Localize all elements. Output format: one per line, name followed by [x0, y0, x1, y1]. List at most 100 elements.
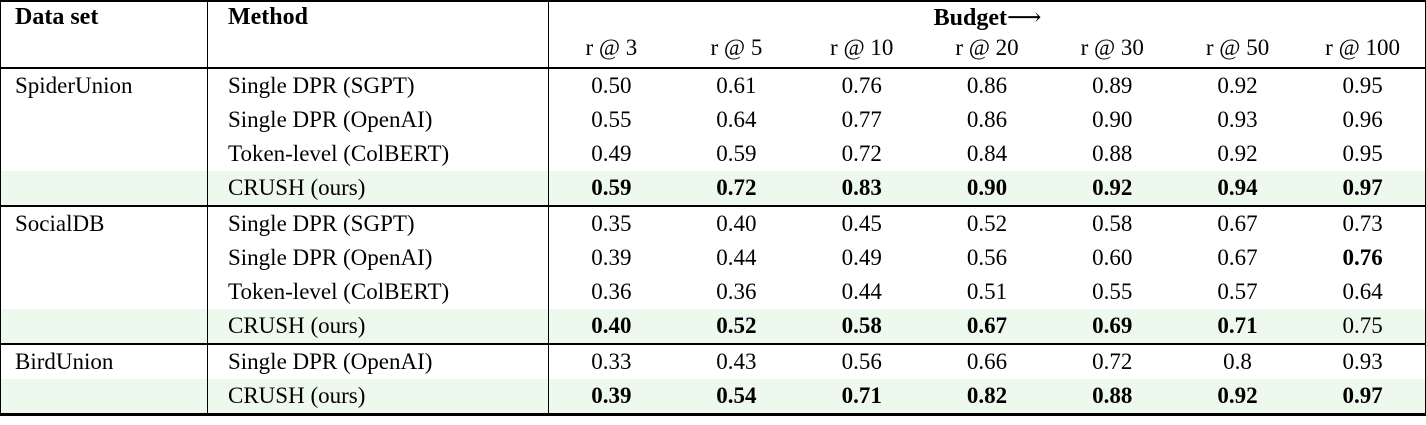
dataset-spacer-cell — [0, 137, 208, 171]
value-cell: 0.90 — [1092, 107, 1133, 132]
header-row-budget-levels: r @ 3 r @ 5 r @ 10 r @ 20 r @ 30 r @ 50 … — [1, 32, 1426, 69]
value-cell: 0.72 — [1049, 343, 1175, 379]
value-cell: 0.67 — [1217, 245, 1258, 270]
value-cell: 0.92 — [1049, 171, 1175, 206]
dataset-name-cell: BirdUnion — [0, 343, 208, 379]
dataset-spacer-cell — [0, 241, 208, 275]
header-dataset: Data set — [0, 1, 208, 69]
value-cell: 0.36 — [591, 279, 632, 304]
value-cell: 0.56 — [799, 343, 925, 379]
value-cell: 0.39 — [548, 379, 674, 415]
value-cell: 0.88 — [1049, 379, 1175, 415]
value-cell: 0.64 — [1342, 279, 1383, 304]
dataset-spacer-cell — [0, 309, 208, 344]
value-cell: 0.39 — [591, 245, 632, 270]
value-cell: 0.40 — [673, 205, 800, 241]
header-r-at-20: r @ 20 — [924, 32, 1050, 69]
value-cell: 0.66 — [924, 343, 1050, 379]
method-cell: Token-level (ColBERT) — [207, 275, 549, 309]
value-cell: 0.58 — [799, 309, 925, 344]
table-row: Single DPR (OpenAI) 0.39 0.44 0.49 0.56 0.60 0… — [0, 241, 1426, 275]
dataset-spacer-cell — [0, 171, 208, 206]
header-budget: Budget⟶ — [549, 1, 1426, 32]
value-cell: 0.35 — [548, 205, 674, 241]
value-cell: 0.75 — [1300, 309, 1426, 344]
value-cell: 0.93 — [1217, 107, 1258, 132]
table-row: Token-level (ColBERT) 0.36 0.36 0.44 0.51 0.5… — [0, 275, 1426, 309]
value-cell: 0.50 — [591, 73, 632, 98]
table-row: Token-level (ColBERT) 0.49 0.59 0.72 0.84 0.8… — [0, 137, 1426, 171]
value-cell: 0.86 — [966, 73, 1008, 98]
table-row: CRUSH (ours) 0.39 0.54 0.71 0.82 0.88 0.92 0.97 — [0, 379, 1426, 415]
value-cell: 0.96 — [1342, 107, 1383, 132]
method-cell: CRUSH (ours) — [207, 379, 549, 415]
table-row: Single DPR (OpenAI) 0.55 0.64 0.77 0.86 0.90 0… — [0, 103, 1426, 137]
value-cell: 0.77 — [841, 107, 882, 132]
results-table-body: SpiderUnion Single DPR (SGPT) 0.50 0.61 0.76… — [0, 68, 1426, 415]
value-cell: 0.44 — [841, 279, 882, 304]
header-r-at-5: r @ 5 — [673, 32, 800, 69]
value-cell: 0.67 — [924, 309, 1050, 344]
method-cell: CRUSH (ours) — [207, 171, 549, 206]
value-cell: 0.71 — [1174, 309, 1301, 344]
value-cell: 0.95 — [1342, 73, 1383, 98]
value-cell: 0.95 — [1342, 141, 1383, 166]
dataset-name-cell: SpiderUnion — [0, 68, 208, 103]
header-r-at-100: r @ 100 — [1300, 32, 1426, 69]
value-cell: 0.57 — [1217, 279, 1258, 304]
table-row: CRUSH (ours) 0.40 0.52 0.58 0.67 0.69 0.71 0.75 — [0, 309, 1426, 344]
results-table: Data set Method Budget⟶ r @ 3 r @ 5 r @ … — [0, 0, 1426, 416]
value-cell: 0.97 — [1300, 171, 1426, 206]
header-r-at-30: r @ 30 — [1049, 32, 1175, 69]
header-r-at-3: r @ 3 — [548, 32, 674, 69]
value-cell: 0.54 — [673, 379, 800, 415]
value-cell: 0.84 — [966, 141, 1008, 166]
value-cell: 0.76 — [841, 73, 882, 98]
value-cell: 0.97 — [1300, 379, 1426, 415]
table-header: Data set Method Budget⟶ r @ 3 r @ 5 r @ … — [0, 1, 1426, 69]
dataset-spacer-cell — [0, 103, 208, 137]
value-cell: 0.56 — [966, 245, 1008, 270]
value-cell: 0.36 — [716, 279, 757, 304]
header-method: Method — [207, 1, 549, 69]
value-cell: 0.59 — [548, 171, 674, 206]
table-row: CRUSH (ours) 0.59 0.72 0.83 0.90 0.92 0.94 0.97 — [0, 171, 1426, 206]
dataset-spacer-cell — [0, 275, 208, 309]
method-cell: Token-level (ColBERT) — [207, 137, 549, 171]
method-cell: Single DPR (OpenAI) — [207, 103, 549, 137]
value-cell: 0.61 — [716, 73, 757, 98]
method-cell: Single DPR (OpenAI) — [207, 241, 549, 275]
right-arrow-icon: ⟶ — [1006, 5, 1041, 31]
value-cell: 0.73 — [1300, 205, 1426, 241]
method-cell: Single DPR (SGPT) — [207, 205, 549, 241]
value-cell: 0.67 — [1174, 205, 1301, 241]
dataset-name-cell: SocialDB — [0, 205, 208, 241]
value-cell: 0.92 — [1217, 141, 1258, 166]
method-cell: Single DPR (OpenAI) — [207, 343, 549, 379]
value-cell: 0.72 — [841, 141, 882, 166]
table-row: SocialDB Single DPR (SGPT) 0.35 0.40 0.45 0.5… — [0, 205, 1426, 241]
header-r-at-10: r @ 10 — [799, 32, 925, 69]
method-cell: Single DPR (SGPT) — [207, 68, 549, 103]
value-cell: 0.76 — [1342, 245, 1383, 270]
value-cell: 0.88 — [1092, 141, 1133, 166]
value-cell: 0.55 — [1092, 279, 1133, 304]
value-cell: 0.82 — [924, 379, 1050, 415]
value-cell: 0.43 — [673, 343, 800, 379]
value-cell: 0.52 — [924, 205, 1050, 241]
header-row-main: Data set Method Budget⟶ — [0, 1, 1426, 69]
value-cell: 0.93 — [1300, 343, 1426, 379]
value-cell: 0.55 — [591, 107, 632, 132]
value-cell: 0.45 — [799, 205, 925, 241]
value-cell: 0.60 — [1092, 245, 1133, 270]
header-budget-label: Budget — [933, 5, 1007, 31]
value-cell: 0.51 — [966, 279, 1008, 304]
value-cell: 0.8 — [1174, 343, 1301, 379]
table-row: BirdUnion Single DPR (OpenAI) 0.33 0.43 0.56… — [0, 343, 1426, 379]
value-cell: 0.40 — [548, 309, 674, 344]
value-cell: 0.89 — [1092, 73, 1133, 98]
value-cell: 0.92 — [1174, 379, 1301, 415]
value-cell: 0.49 — [591, 141, 632, 166]
method-cell: CRUSH (ours) — [207, 309, 549, 344]
